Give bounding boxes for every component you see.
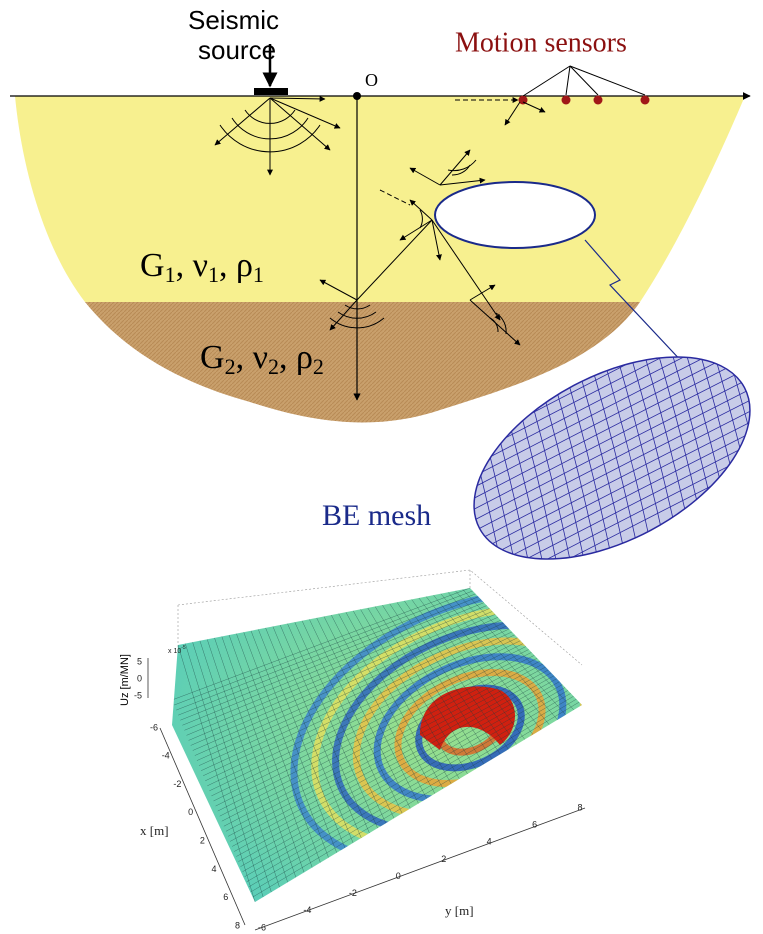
x-tick-label: -2	[173, 779, 181, 789]
origin-label: O	[365, 70, 378, 90]
symbol: ν	[193, 247, 208, 284]
y-tick-label: 6	[532, 820, 537, 830]
subscript: 2	[313, 354, 324, 379]
subscript: 1	[208, 262, 219, 287]
symbol: ,	[176, 247, 193, 284]
source-label: source	[198, 35, 276, 65]
layer-label: G1, ν1, ρ1	[140, 247, 264, 287]
x-tick-label: 6	[223, 892, 228, 902]
subscript: 1	[165, 262, 176, 287]
symbol: ν	[253, 339, 268, 376]
x-tick-label: 0	[188, 807, 193, 817]
y-axis-label: y [m]	[445, 903, 474, 918]
z-tick-label: 0	[137, 673, 142, 683]
source-plate	[254, 88, 288, 95]
surface-plot	[148, 541, 689, 930]
subscript: 1	[253, 262, 264, 287]
z-scale-prefix: x 10	[168, 648, 181, 655]
origin-point	[353, 92, 361, 100]
z-axis-label: Uz [m/MN]	[119, 654, 131, 706]
diagram: Seismic source O Motion sensors G1, ν1, …	[0, 0, 763, 934]
y-tick-label: -6	[258, 922, 266, 932]
z-scale-exponent: -5	[181, 645, 186, 651]
symbol: ρ	[296, 339, 313, 376]
mesh-label: BE mesh	[322, 499, 431, 532]
cavity	[435, 182, 595, 248]
symbol: ,	[219, 247, 236, 284]
layer-label: G2, ν2, ρ2	[200, 339, 324, 379]
x-tick-label: 4	[212, 864, 217, 874]
y-tick-label: 4	[487, 837, 492, 847]
symbol: ,	[236, 339, 253, 376]
source-label: Seismic	[188, 5, 279, 35]
x-tick-label: -4	[162, 751, 170, 761]
x-tick-label: 2	[200, 836, 205, 846]
upper-layer	[15, 96, 745, 302]
page: { "source_label": ["Seismic", "source"],…	[0, 0, 763, 934]
subscript: 2	[225, 354, 236, 379]
z-tick-label: 5	[137, 656, 142, 666]
y-tick-label: 0	[396, 871, 401, 881]
y-tick-label: 8	[577, 802, 582, 812]
x-axis-label: x [m]	[140, 823, 169, 838]
subscript: 2	[268, 354, 279, 379]
sensors-label: Motion sensors	[455, 27, 627, 58]
z-tick-label: -5	[134, 690, 142, 700]
symbol: G	[200, 339, 225, 376]
symbol: ,	[279, 339, 296, 376]
y-tick-label: -4	[303, 905, 311, 915]
x-tick-label: -6	[150, 722, 158, 732]
y-tick-label: 2	[441, 854, 446, 864]
symbol: ρ	[236, 247, 253, 284]
x-tick-label: 8	[235, 920, 240, 930]
y-tick-label: -2	[349, 888, 357, 898]
symbol: G	[140, 247, 165, 284]
